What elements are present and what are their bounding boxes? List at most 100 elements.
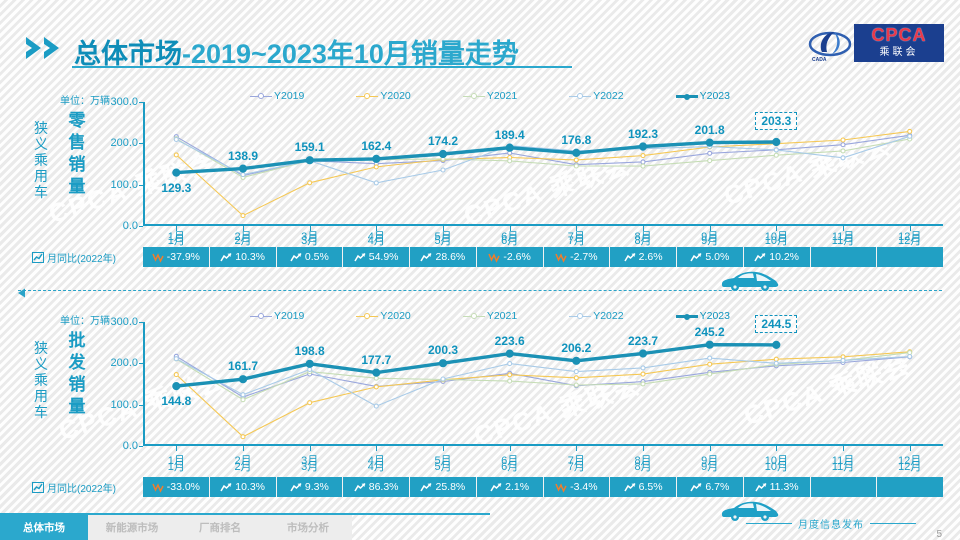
yoy-cell[interactable]: 2.6% [610, 247, 677, 267]
legend-label-y2019: Y2019 [274, 310, 305, 322]
trend-up-icon [420, 482, 433, 491]
cpca-logo: CADA CPCA 乘联会 [808, 22, 946, 66]
yoy-cell[interactable] [877, 247, 943, 267]
x-axis-tick [176, 446, 178, 451]
yoy-row-label-text-retail: 月同比(2022年) [47, 253, 116, 265]
yoy-cell[interactable]: 28.6% [410, 247, 477, 267]
legend-label-y2023: Y2023 [699, 310, 730, 322]
car-icon [718, 498, 782, 522]
svg-text:CADA: CADA [812, 57, 827, 62]
yoy-cell[interactable]: 10.3% [209, 477, 277, 497]
x-axis-wholesale [143, 444, 943, 446]
yoy-cell[interactable]: 11.3% [743, 477, 811, 497]
yoy-cell[interactable]: 0.5% [276, 247, 344, 267]
legend-swatch-y2021 [462, 313, 485, 319]
legend-item-y2022[interactable]: Y2022 [569, 90, 624, 102]
series-point-y2021 [507, 378, 513, 384]
y-axis-tick [139, 143, 143, 145]
month-header-cell: 1月 [167, 231, 185, 243]
yoy-value: 6.5% [638, 481, 663, 493]
footer-tab-厂商排名[interactable]: 厂商排名 [176, 515, 264, 540]
legend-item-y2020[interactable]: Y2020 [356, 90, 411, 102]
yoy-value: -3.4% [570, 481, 598, 493]
legend-label-y2022: Y2022 [593, 310, 624, 322]
yoy-cell[interactable]: -2.7% [543, 247, 611, 267]
trend-up-icon [490, 482, 502, 491]
trend-up-icon [220, 252, 232, 261]
yoy-cell[interactable]: 6.7% [677, 477, 744, 497]
legend-item-y2022[interactable]: Y2022 [569, 310, 624, 322]
month-header-cell: 12月 [898, 461, 922, 473]
data-label: 162.4 [361, 138, 392, 153]
yoy-cell[interactable]: -33.0% [143, 477, 210, 497]
legend-item-y2020[interactable]: Y2020 [356, 310, 411, 322]
trend-up-icon [624, 252, 636, 261]
release-banner: 月度信息发布 [746, 516, 916, 531]
yoy-row-label-retail: 月同比(2022年) [32, 247, 116, 267]
legend-swatch-y2023 [675, 314, 698, 320]
y-axis-wholesale [143, 322, 145, 446]
legend-item-y2023[interactable]: Y2023 [675, 310, 730, 322]
yoy-cell[interactable]: -37.9% [143, 247, 210, 267]
series-point-y2023 [772, 340, 781, 349]
month-header-row-retail: 1月 2月 3月 4月 5月 6月 7月 8月 9月 10月 11月 12月 [143, 228, 943, 246]
yoy-value: -2.6% [503, 251, 531, 263]
series-point-y2020 [773, 356, 779, 362]
legend-item-y2023[interactable]: Y2023 [675, 90, 730, 102]
trend-up-icon [220, 482, 232, 491]
data-label: 129.3 [161, 180, 192, 195]
x-axis-tick-label: 11月 [831, 235, 855, 247]
x-axis-tick [909, 226, 911, 231]
footer-tab-新能源市场[interactable]: 新能源市场 [88, 515, 176, 540]
yoy-cell[interactable] [810, 247, 878, 267]
data-label: 144.8 [161, 394, 192, 409]
month-header-cell: 8月 [634, 231, 652, 243]
yoy-cell[interactable] [810, 477, 878, 497]
yoy-cell[interactable]: 10.3% [209, 247, 277, 267]
yoy-cell[interactable]: 5.0% [677, 247, 744, 267]
yoy-table-wholesale: 1月 2月 3月 4月 5月 6月 7月 8月 9月 10月 11月 12月 月同比(2022年) -… [0, 458, 960, 504]
yoy-cell[interactable] [877, 477, 943, 497]
legend-item-y2019[interactable]: Y2019 [250, 90, 304, 102]
yoy-cell[interactable]: 25.8% [410, 477, 477, 497]
series-point-y2023 [772, 137, 781, 147]
unit-label-wholesale: 单位：万辆 [60, 316, 110, 327]
series-point-y2019 [840, 142, 846, 148]
series-line-y2022 [176, 135, 910, 184]
data-label: 201.8 [694, 122, 725, 137]
chart-series-layer [172, 128, 913, 219]
footer-tab-市场分析[interactable]: 市场分析 [264, 515, 352, 540]
chart-panel-wholesale: 单位：万辆 狭义乘用车 批发销量 Y2019 Y2020 Y2021 Y2022… [0, 300, 960, 500]
x-axis-tick [443, 226, 444, 231]
y-axis-tick [139, 404, 143, 406]
data-label: 206.2 [561, 340, 592, 355]
series-point-y2020 [173, 372, 179, 378]
legend-item-y2019[interactable]: Y2019 [250, 310, 304, 322]
series-point-y2023 [172, 382, 181, 391]
series-point-y2022 [640, 365, 646, 371]
yoy-cell[interactable]: -3.4% [543, 477, 611, 497]
page-title-strong: 总体市场 [74, 39, 182, 69]
yoy-cell[interactable]: 2.1% [476, 477, 544, 497]
y-axis-tick [139, 184, 143, 186]
yoy-cell[interactable]: -2.6% [476, 247, 544, 267]
yoy-cell[interactable]: 86.3% [343, 477, 410, 497]
y-axis-retail [143, 102, 145, 226]
legend-swatch-y2019 [250, 313, 272, 319]
trend-up-icon [754, 482, 767, 491]
yoy-cell[interactable]: 54.9% [343, 247, 410, 267]
yoy-table-retail: 1月 2月 3月 4月 5月 6月 7月 8月 9月 10月 11月 12月 月同比(2022年) -… [0, 228, 960, 274]
yoy-cell[interactable]: 6.5% [610, 477, 677, 497]
line-chart-retail: 300.0 200.0 100.0 0.0 1月 2月 3月 4月 5月 6月 7月 8月 9月 10月 1… [110, 96, 943, 247]
series-point-y2021 [707, 158, 713, 164]
yoy-cell[interactable]: 10.2% [743, 247, 811, 267]
x-axis-tick-label: 2月 [234, 235, 252, 247]
yoy-cell[interactable]: 9.3% [276, 477, 344, 497]
y-axis-tick-label: 300.0 [110, 316, 138, 328]
legend-item-y2021[interactable]: Y2021 [462, 90, 517, 102]
month-header-cell: 4月 [367, 231, 385, 243]
series-point-y2022 [573, 369, 579, 375]
footer-tab-总体市场[interactable]: 总体市场 [0, 515, 88, 540]
legend-label-y2020: Y2020 [380, 310, 411, 322]
legend-item-y2021[interactable]: Y2021 [462, 310, 517, 322]
